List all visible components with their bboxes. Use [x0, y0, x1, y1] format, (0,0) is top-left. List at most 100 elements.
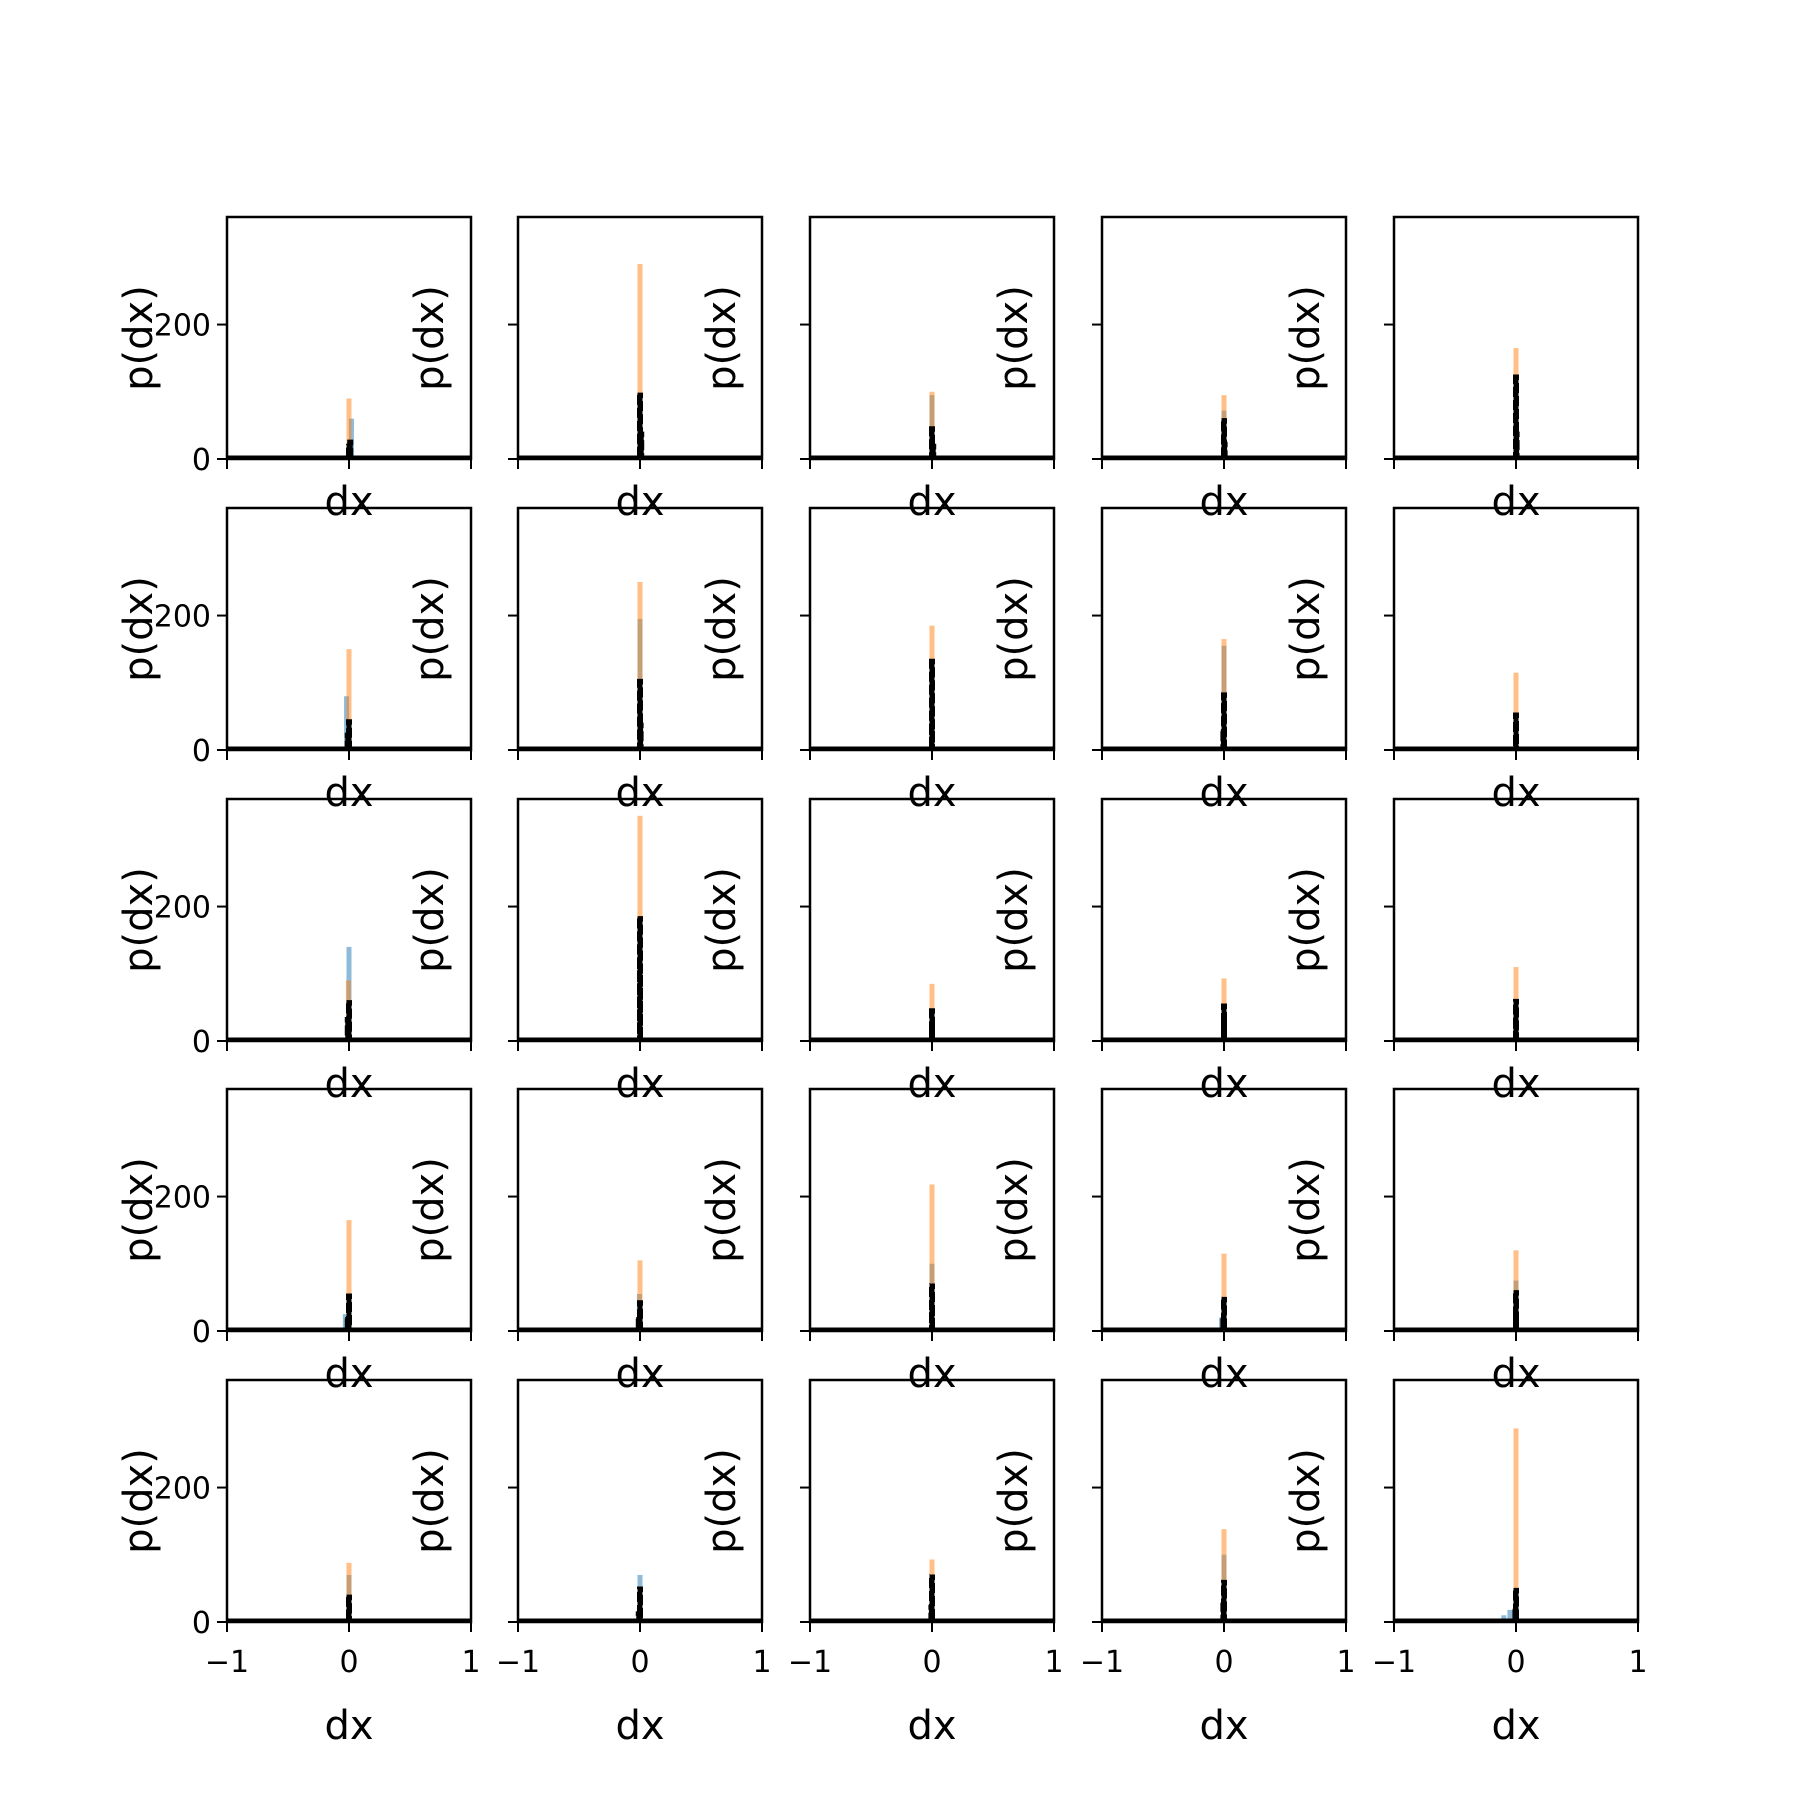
y-tick-label: 0	[192, 443, 211, 478]
bar-orange	[929, 391, 935, 459]
x-axis-label: dx	[907, 1061, 956, 1107]
x-axis-label: dx	[324, 770, 373, 816]
y-axis-label: p(dx)	[991, 576, 1037, 682]
bar-orange	[346, 1562, 352, 1622]
panel-r2-c4: dx p(dx)	[991, 506, 1348, 816]
x-axis-label: dx	[615, 1061, 664, 1107]
y-axis-label: p(dx)	[116, 576, 162, 682]
x-axis-label: dx	[907, 770, 956, 816]
bar-black	[1221, 1579, 1227, 1623]
x-axis-label: dx	[1199, 1061, 1248, 1107]
x-tick-label: −1	[788, 1645, 832, 1680]
panel-r1-c4: dx p(dx)	[991, 215, 1348, 525]
panel-r1-c2: dx p(dx)	[407, 215, 764, 525]
y-tick-label: 0	[192, 734, 211, 769]
x-axis-label: dx	[1199, 1703, 1248, 1749]
y-axis-label: p(dx)	[407, 867, 453, 973]
x-tick-label: 1	[461, 1645, 480, 1680]
x-axis-label: dx	[1491, 479, 1540, 525]
y-axis-label: p(dx)	[991, 1448, 1037, 1554]
x-tick-label: 1	[1336, 1645, 1355, 1680]
x-axis-label: dx	[324, 1351, 373, 1397]
bar-orange	[637, 264, 643, 459]
panel-r5-c5: −1 0 1 dx p(dx)	[1283, 1378, 1648, 1749]
bar-orange	[346, 398, 352, 459]
bar-black	[344, 732, 351, 751]
y-axis-label: p(dx)	[407, 576, 453, 682]
panel-r3-c2: dx p(dx)	[407, 797, 764, 1107]
x-tick-label: −1	[1080, 1645, 1124, 1680]
x-axis-label: dx	[324, 1703, 373, 1749]
panel-r4-c4: dx p(dx)	[991, 1087, 1348, 1397]
y-axis-label: p(dx)	[991, 1157, 1037, 1263]
panel-r1-c5: dx p(dx)	[1283, 215, 1640, 525]
x-axis-label: dx	[1491, 1351, 1540, 1397]
x-tick-label: 0	[1214, 1645, 1233, 1680]
bar-black	[928, 1604, 935, 1623]
x-axis-label: dx	[615, 1351, 664, 1397]
x-axis-label: dx	[907, 479, 956, 525]
panel-r4-c5: dx p(dx)	[1283, 1087, 1640, 1397]
panel-r4-c3: dx p(dx)	[699, 1087, 1056, 1397]
bar-orange	[637, 581, 643, 750]
y-axis-label: p(dx)	[1283, 1448, 1329, 1554]
y-tick-label: 0	[192, 1025, 211, 1060]
x-axis-label: dx	[324, 479, 373, 525]
x-tick-label: −1	[1372, 1645, 1416, 1680]
y-axis-label: p(dx)	[699, 867, 745, 973]
x-tick-label: 1	[1044, 1645, 1063, 1680]
bar-orange	[929, 1184, 935, 1331]
y-tick-label: 0	[192, 1606, 211, 1641]
x-axis-label: dx	[907, 1351, 956, 1397]
panel-r5-c1: 0 200 −1 0 1 dx p(dx)	[116, 1378, 481, 1749]
y-axis-label: p(dx)	[116, 867, 162, 973]
x-axis-label: dx	[907, 1703, 956, 1749]
y-axis-label: p(dx)	[116, 1448, 162, 1554]
x-axis-label: dx	[1491, 1061, 1540, 1107]
panel-r1-c3: dx p(dx)	[699, 215, 1056, 525]
x-tick-label: 0	[1506, 1645, 1525, 1680]
bar-black	[637, 966, 643, 1042]
y-tick-label: 200	[154, 309, 211, 344]
y-axis-label: p(dx)	[699, 576, 745, 682]
x-axis-label: dx	[615, 1703, 664, 1749]
y-tick-label: 200	[154, 1181, 211, 1216]
x-tick-label: 0	[339, 1645, 358, 1680]
y-tick-label: 200	[154, 891, 211, 926]
y-axis-label: p(dx)	[699, 1157, 745, 1263]
x-tick-label: −1	[496, 1645, 540, 1680]
panel-r3-c3: dx p(dx)	[699, 797, 1056, 1107]
x-axis-label: dx	[1199, 770, 1248, 816]
x-axis-label: dx	[324, 1061, 373, 1107]
panel-r2-c2: dx p(dx)	[407, 506, 764, 816]
panel-r5-c3: −1 0 1 dx p(dx)	[699, 1378, 1064, 1749]
y-axis-label: p(dx)	[116, 1157, 162, 1263]
bar-blue	[1507, 1609, 1513, 1622]
x-tick-label: 0	[922, 1645, 941, 1680]
bar-black	[637, 1300, 643, 1332]
panel-r3-c5: dx p(dx)	[1283, 797, 1640, 1107]
x-tick-label: 1	[752, 1645, 771, 1680]
bar-black	[1513, 998, 1519, 1042]
panel-r5-c4: −1 0 1 dx p(dx)	[991, 1378, 1356, 1749]
bar-orange	[346, 1220, 352, 1331]
bar-orange	[1513, 1428, 1519, 1622]
x-tick-label: 1	[1628, 1645, 1647, 1680]
panel-r2-c5: dx p(dx)	[1283, 506, 1640, 816]
panel-r4-c2: dx p(dx)	[407, 1087, 764, 1397]
panel-r3-c4: dx p(dx)	[991, 797, 1348, 1107]
bar-orange	[346, 649, 352, 750]
y-axis-label: p(dx)	[699, 1448, 745, 1554]
panel-r2-c1: 0 200 dx p(dx)	[116, 506, 473, 816]
x-axis-label: dx	[1199, 1351, 1248, 1397]
panel-r5-c2: −1 0 1 dx p(dx)	[407, 1378, 772, 1749]
y-axis-label: p(dx)	[991, 285, 1037, 391]
y-axis-label: p(dx)	[991, 867, 1037, 973]
y-tick-label: 200	[154, 1472, 211, 1507]
bar-orange	[1513, 672, 1519, 750]
bar-black	[638, 431, 645, 460]
bar-black	[1513, 431, 1520, 460]
x-axis-label: dx	[1199, 479, 1248, 525]
